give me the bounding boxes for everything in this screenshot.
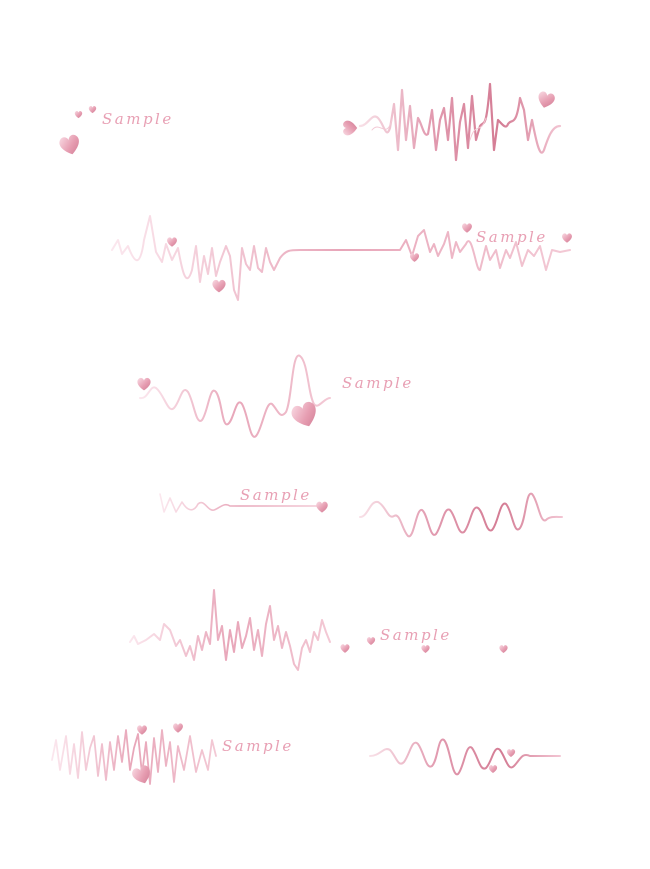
divider-label: Sample [380,626,452,644]
heart-icon [506,749,516,757]
heart-icon [173,723,183,733]
heart-icon [137,377,151,391]
divider-6: Sample [51,723,613,787]
heart-icon [74,111,83,119]
heart-icon [421,645,430,653]
divider-3: Sample [47,354,613,438]
divider-4: Sample [51,486,613,538]
heart-icon [343,120,358,136]
divider-label: Sample [342,374,414,392]
divider-label: Sample [222,737,294,755]
divider-label: Sample [240,486,312,504]
heartbeat-wave [139,354,331,438]
heartbeat-wave-left [159,493,321,513]
heartbeat-wave [129,589,331,671]
heart-icon [340,644,350,653]
heartbeat-wave-left [51,729,217,785]
heart-icon [212,279,226,293]
heart-icon [167,237,177,247]
heart-icon [488,765,498,773]
divider-label: Sample [476,228,548,246]
heart-icon [366,637,376,645]
divider-5: Sample [54,589,613,671]
heart-icon [462,223,472,233]
heartbeat-wave [358,82,562,162]
heartbeat-wave-right [359,492,563,538]
heartbeat-wave [111,215,571,301]
divider-label: Sample [102,110,174,128]
divider-2: Sample [54,215,613,301]
heart-icon [316,501,328,513]
heartbeat-wave-right [369,738,561,776]
heartbeat-wave-thin [371,117,487,141]
divider-1: Sample [58,82,613,162]
heart-icon [58,133,83,157]
heart-icon [499,645,508,653]
heart-icon [409,253,420,262]
heart-icon [562,233,572,243]
heart-icon [535,90,556,110]
heart-icon [88,106,97,114]
